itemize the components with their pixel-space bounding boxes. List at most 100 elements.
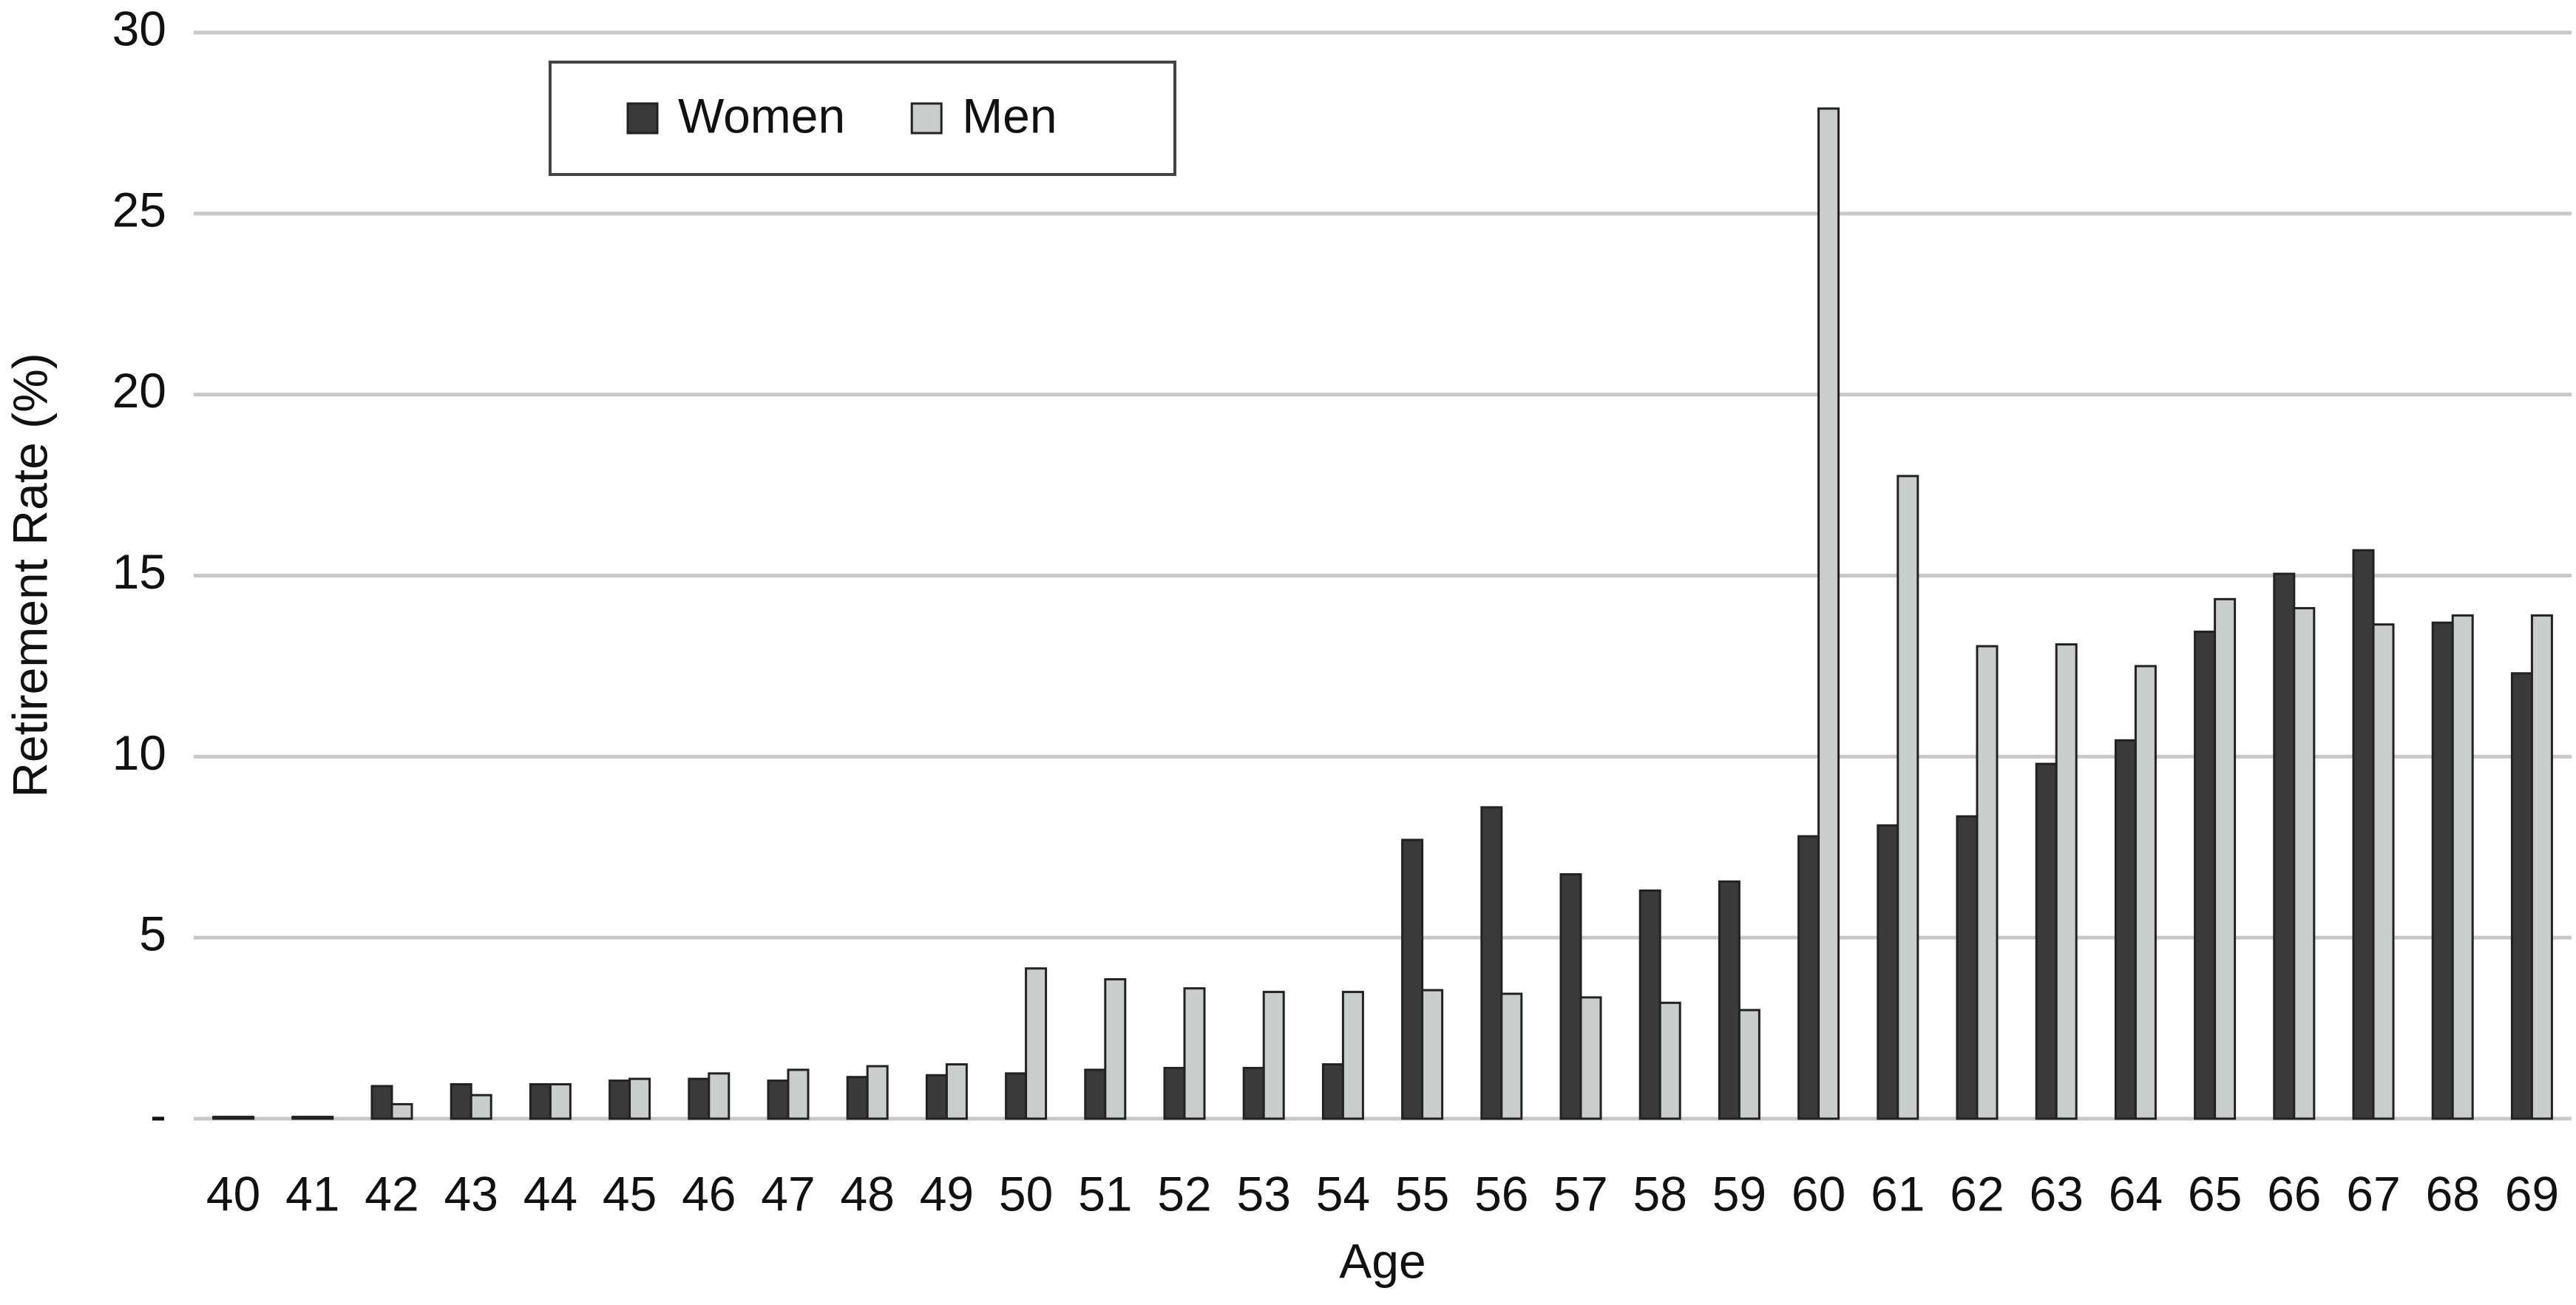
x-axis-title: Age — [1339, 1233, 1426, 1288]
bar — [1797, 835, 1820, 1120]
x-tick-label: 60 — [1792, 1166, 1845, 1221]
bar — [1976, 645, 1999, 1120]
bar — [1817, 107, 1840, 1120]
x-tick-label: 52 — [1157, 1166, 1211, 1221]
x-tick-label: 63 — [2029, 1166, 2083, 1221]
y-tick-label: 5 — [139, 906, 166, 961]
bar — [2134, 665, 2157, 1120]
bar — [1480, 806, 1503, 1120]
bar — [1084, 1068, 1107, 1120]
x-tick-label: 42 — [365, 1166, 418, 1221]
bar — [2451, 614, 2474, 1120]
x-tick-label: 41 — [285, 1166, 339, 1221]
bar — [1242, 1066, 1265, 1120]
bar — [2431, 621, 2454, 1120]
bar — [1738, 1009, 1760, 1120]
x-tick-label: 62 — [1950, 1166, 2004, 1221]
x-tick-label: 49 — [920, 1166, 974, 1221]
bar — [1183, 987, 1206, 1120]
x-tick-label: 69 — [2505, 1166, 2559, 1221]
bar — [291, 1116, 314, 1120]
bar — [1897, 475, 1919, 1120]
x-tick-label: 40 — [206, 1166, 260, 1221]
bar — [1500, 992, 1523, 1120]
bar — [2293, 607, 2316, 1120]
bar — [2214, 597, 2237, 1120]
bar — [1877, 824, 1899, 1120]
bar — [2372, 623, 2395, 1120]
legend-label: Men — [962, 88, 1057, 143]
legend-swatch — [910, 102, 943, 135]
x-tick-label: 56 — [1474, 1166, 1528, 1221]
bar — [1956, 815, 1979, 1120]
bar — [925, 1074, 948, 1120]
x-tick-label: 61 — [1871, 1166, 1925, 1221]
legend-box — [549, 61, 1176, 176]
x-tick-label: 64 — [2109, 1166, 2163, 1221]
bar — [1658, 1001, 1681, 1120]
x-tick-label: 68 — [2425, 1166, 2479, 1221]
bar — [1341, 991, 1364, 1120]
bar — [2055, 643, 2078, 1120]
bar — [1579, 996, 1602, 1120]
y-tick-label: 10 — [112, 725, 166, 780]
bar — [787, 1068, 810, 1120]
bar — [945, 1063, 968, 1120]
x-tick-label: 58 — [1633, 1166, 1687, 1221]
x-tick-label: 54 — [1316, 1166, 1370, 1221]
x-tick-label: 50 — [999, 1166, 1053, 1221]
y-tick-label: 25 — [112, 182, 166, 237]
bar — [1559, 872, 1582, 1120]
bar — [1401, 838, 1424, 1120]
x-tick-label: 53 — [1236, 1166, 1290, 1221]
bar — [1421, 989, 1444, 1120]
bar — [1321, 1063, 1344, 1120]
bar — [1025, 967, 1048, 1120]
bar — [708, 1072, 731, 1120]
x-tick-label: 57 — [1553, 1166, 1607, 1221]
bar — [370, 1085, 393, 1120]
bar — [2510, 672, 2533, 1120]
x-tick-label: 46 — [682, 1166, 736, 1221]
bar — [1638, 889, 1661, 1120]
bar — [2035, 762, 2058, 1120]
legend-swatch — [626, 102, 659, 135]
bar — [846, 1076, 869, 1120]
bar — [1718, 880, 1741, 1120]
x-tick-label: 59 — [1712, 1166, 1766, 1221]
bar — [1262, 991, 1285, 1120]
x-tick-label: 48 — [840, 1166, 894, 1221]
bar — [2194, 630, 2217, 1120]
legend-label: Women — [678, 88, 845, 143]
bar — [767, 1079, 790, 1120]
bar — [628, 1077, 651, 1120]
bar — [232, 1116, 255, 1120]
y-tick-label: - — [150, 1087, 166, 1142]
y-tick-label: 15 — [112, 544, 166, 599]
bar — [1104, 977, 1127, 1120]
x-tick-label: 65 — [2188, 1166, 2242, 1221]
x-tick-label: 66 — [2267, 1166, 2321, 1221]
bar — [1163, 1066, 1186, 1120]
bar — [470, 1094, 492, 1120]
bar — [311, 1116, 334, 1120]
bar — [1005, 1072, 1028, 1120]
x-tick-label: 51 — [1078, 1166, 1132, 1221]
bar — [212, 1116, 235, 1120]
x-tick-label: 43 — [444, 1166, 498, 1221]
bar — [529, 1082, 552, 1120]
bar — [866, 1065, 889, 1120]
bar — [2273, 572, 2296, 1120]
bar — [2114, 739, 2137, 1120]
x-tick-label: 55 — [1395, 1166, 1449, 1221]
x-tick-label: 44 — [523, 1166, 577, 1221]
bar — [549, 1082, 572, 1120]
bar — [688, 1077, 711, 1120]
bar — [390, 1102, 413, 1120]
bar — [2530, 614, 2553, 1120]
bar — [2352, 549, 2375, 1120]
y-tick-label: 20 — [112, 363, 166, 418]
x-tick-label: 47 — [761, 1166, 815, 1221]
x-tick-label: 45 — [603, 1166, 657, 1221]
